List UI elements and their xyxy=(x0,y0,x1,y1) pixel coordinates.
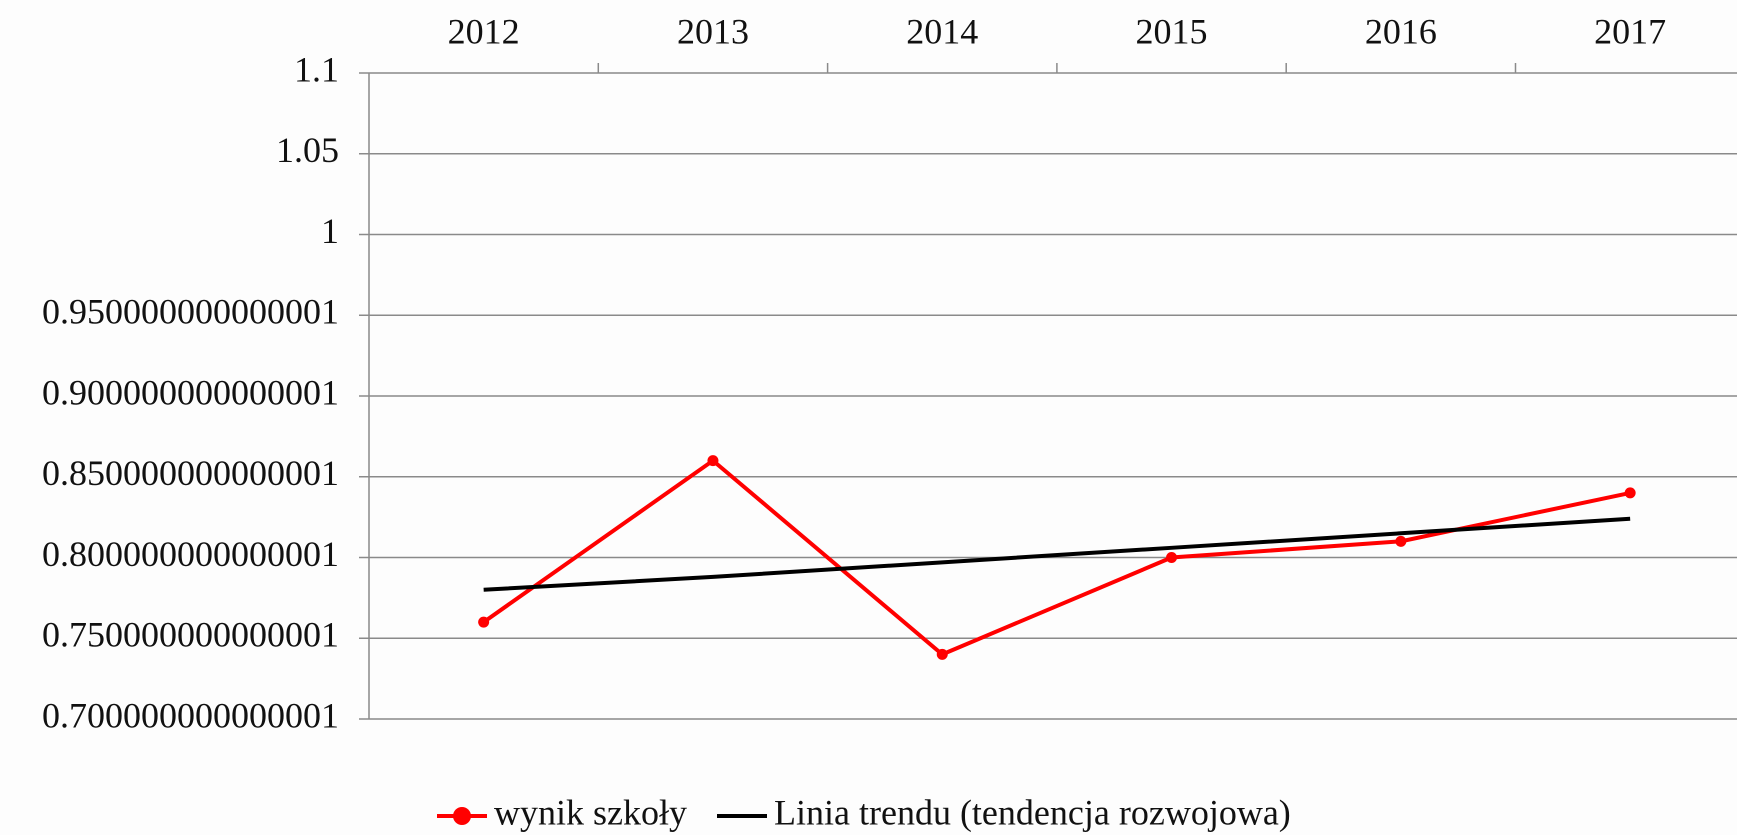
legend-label: Linia trendu (tendencja rozwojowa) xyxy=(774,792,1291,832)
legend-marker xyxy=(453,807,471,825)
x-tick-label: 2014 xyxy=(906,11,978,51)
series-line xyxy=(483,516,1631,592)
x-tick-label: 2016 xyxy=(1365,11,1437,51)
legend-label: wynik szkoły xyxy=(494,792,687,832)
data-point xyxy=(1395,535,1407,547)
y-tick-label: 0.700000000000001 xyxy=(42,695,339,735)
x-tick-label: 2015 xyxy=(1136,11,1208,51)
y-tick-label: 0.900000000000001 xyxy=(42,372,339,412)
data-point xyxy=(936,648,948,660)
y-tick-label: 1.1 xyxy=(294,49,339,89)
y-tick-label: 0.950000000000001 xyxy=(42,292,339,332)
data-point xyxy=(478,616,490,628)
x-tick-label: 2012 xyxy=(448,11,520,51)
x-tick-label: 2017 xyxy=(1594,11,1666,51)
y-tick-label: 0.800000000000001 xyxy=(42,534,339,574)
y-tick-label: 0.850000000000001 xyxy=(42,453,339,493)
y-tick-label: 1 xyxy=(321,211,339,251)
series-line xyxy=(482,458,1631,657)
legend: wynik szkoły Linia trendu (tendencja rozw… xyxy=(437,792,1291,832)
x-tick-label: 2013 xyxy=(677,11,749,51)
data-point xyxy=(1166,552,1178,563)
data-point xyxy=(707,455,719,467)
y-tick-label: 0.750000000000001 xyxy=(42,615,339,655)
y-tick-label: 1.05 xyxy=(276,130,339,170)
data-point xyxy=(1624,487,1636,499)
